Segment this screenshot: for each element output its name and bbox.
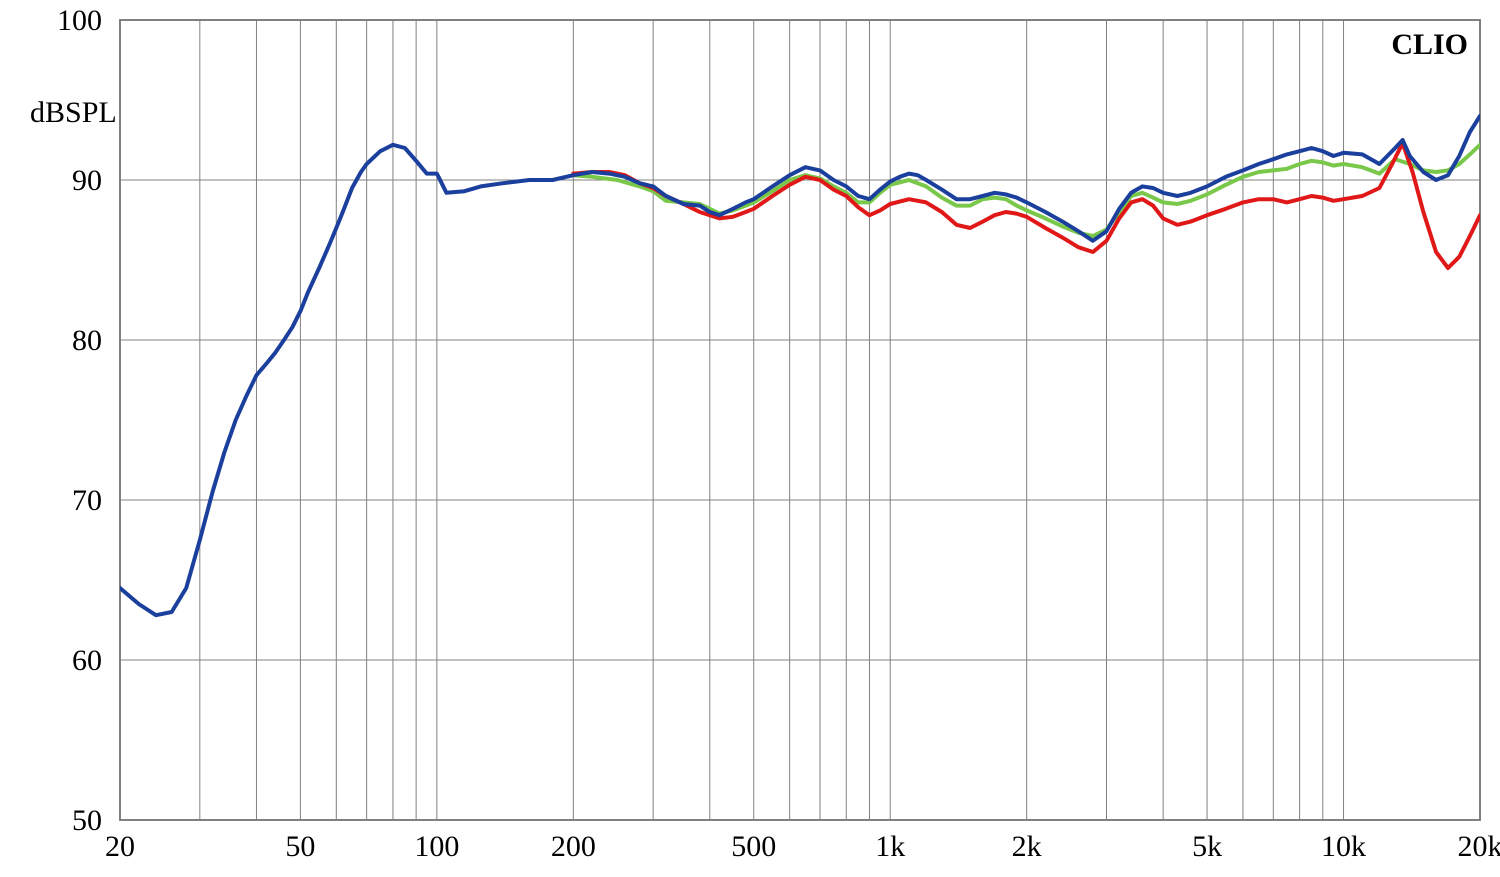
x-tick-label: 1k — [875, 830, 905, 863]
x-tick-label: 10k — [1321, 830, 1366, 863]
x-tick-label: 50 — [285, 830, 315, 863]
frequency-response-chart: 5060708090100dBSPL20501002005001k2k5k10k… — [0, 0, 1500, 877]
y-tick-label: 100 — [57, 4, 102, 37]
x-tick-label: 20k — [1458, 830, 1500, 863]
y-tick-label: 50 — [72, 804, 102, 837]
x-tick-label: 20 — [105, 830, 135, 863]
x-tick-label: 200 — [551, 830, 596, 863]
x-tick-label: 2k — [1012, 830, 1042, 863]
y-axis-label: dBSPL — [30, 96, 117, 129]
x-tick-label: 500 — [731, 830, 776, 863]
y-tick-label: 60 — [72, 644, 102, 677]
x-tick-label: 100 — [414, 830, 459, 863]
x-tick-label: 5k — [1192, 830, 1222, 863]
y-tick-label: 90 — [72, 164, 102, 197]
watermark: CLIO — [1391, 28, 1468, 61]
chart-svg: 5060708090100dBSPL20501002005001k2k5k10k… — [0, 0, 1500, 877]
y-tick-label: 80 — [72, 324, 102, 357]
y-tick-label: 70 — [72, 484, 102, 517]
